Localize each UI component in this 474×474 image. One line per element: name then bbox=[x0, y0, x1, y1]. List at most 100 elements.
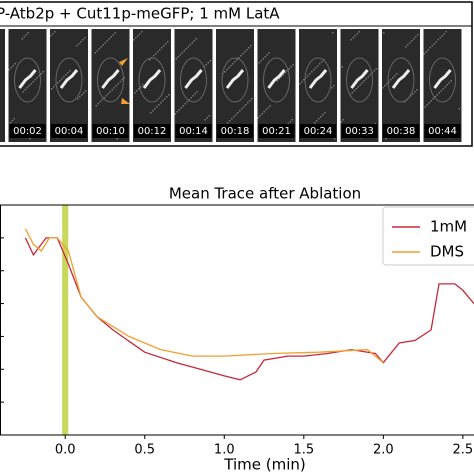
noise bbox=[445, 31, 447, 33]
noise bbox=[334, 138, 336, 140]
noise bbox=[311, 71, 313, 73]
noise bbox=[136, 90, 138, 92]
noise bbox=[375, 68, 377, 70]
noise bbox=[103, 97, 105, 99]
noise bbox=[34, 79, 36, 81]
noise bbox=[59, 80, 61, 82]
noise bbox=[382, 87, 384, 89]
noise bbox=[196, 91, 198, 93]
noise bbox=[102, 44, 104, 46]
noise bbox=[230, 65, 232, 67]
noise bbox=[112, 34, 114, 36]
noise bbox=[309, 73, 311, 75]
noise bbox=[23, 36, 25, 38]
noise bbox=[28, 85, 30, 87]
noise bbox=[251, 98, 253, 100]
noise bbox=[431, 45, 433, 47]
noise bbox=[79, 96, 81, 98]
noise bbox=[429, 47, 431, 49]
noise bbox=[162, 100, 164, 102]
noise bbox=[265, 109, 267, 111]
noise bbox=[159, 49, 161, 51]
noise bbox=[321, 61, 323, 63]
noise bbox=[331, 87, 333, 89]
noise bbox=[363, 80, 365, 82]
noise bbox=[36, 77, 38, 79]
plot: 1.251.000.750.50.250.00-0.25-0.50.00.51.… bbox=[0, 204, 474, 458]
noise bbox=[439, 37, 441, 39]
noise bbox=[417, 34, 419, 36]
noise bbox=[358, 31, 360, 33]
noise bbox=[193, 40, 195, 42]
noise bbox=[14, 63, 16, 65]
noise bbox=[179, 54, 181, 56]
ablation-band bbox=[62, 205, 69, 435]
noise bbox=[166, 96, 168, 98]
noise bbox=[98, 48, 100, 50]
cell bbox=[14, 57, 41, 103]
noise bbox=[244, 51, 246, 53]
noise bbox=[324, 112, 326, 114]
label-bg bbox=[341, 124, 378, 138]
noise bbox=[78, 43, 80, 45]
noise bbox=[259, 115, 261, 117]
noise bbox=[342, 119, 344, 121]
label-bg bbox=[424, 124, 461, 138]
spindle bbox=[391, 69, 411, 89]
noise bbox=[446, 84, 448, 86]
noise bbox=[82, 39, 84, 41]
x-tick-label: 2.5 bbox=[453, 443, 474, 458]
x-tick-label: 0.0 bbox=[55, 443, 76, 458]
time-label: 00:04 bbox=[55, 126, 84, 137]
noise bbox=[207, 62, 209, 64]
noise bbox=[54, 31, 56, 33]
noise bbox=[443, 33, 445, 35]
cell bbox=[55, 57, 83, 103]
legend-box bbox=[382, 206, 474, 266]
time-label: 00:12 bbox=[138, 126, 167, 137]
noise bbox=[152, 110, 154, 112]
x-tick-label: 2.0 bbox=[373, 443, 394, 458]
legend-label: DMS bbox=[430, 243, 464, 261]
noise bbox=[182, 105, 184, 107]
noise bbox=[149, 59, 151, 61]
noise bbox=[278, 78, 280, 80]
cell bbox=[387, 57, 415, 103]
noise bbox=[440, 90, 442, 92]
noise bbox=[284, 72, 286, 74]
axes-frame bbox=[0, 204, 474, 436]
noise bbox=[352, 37, 354, 39]
noise bbox=[268, 52, 270, 54]
noise bbox=[313, 69, 315, 71]
legend-label: 1mM bbox=[430, 218, 467, 236]
noise bbox=[260, 60, 262, 62]
noise bbox=[241, 108, 243, 110]
noise bbox=[436, 94, 438, 96]
noise bbox=[249, 100, 251, 102]
noise bbox=[383, 32, 385, 34]
noise bbox=[192, 95, 194, 97]
noise bbox=[100, 46, 102, 48]
noise bbox=[319, 63, 321, 65]
noise bbox=[428, 102, 430, 104]
noise bbox=[316, 120, 318, 122]
noise bbox=[318, 118, 320, 120]
noise bbox=[290, 66, 292, 68]
noise bbox=[181, 52, 183, 54]
noise bbox=[94, 52, 96, 54]
label-bg bbox=[258, 124, 295, 138]
spindle bbox=[308, 69, 328, 89]
noise bbox=[111, 89, 113, 91]
noise bbox=[188, 99, 190, 101]
noise bbox=[106, 40, 108, 42]
noise bbox=[63, 76, 65, 78]
noise bbox=[195, 38, 197, 40]
chart-title: Mean Trace after Ablation bbox=[169, 185, 361, 203]
noise bbox=[441, 35, 443, 37]
noise bbox=[160, 102, 162, 104]
noise bbox=[191, 42, 193, 44]
noise bbox=[229, 120, 231, 122]
noise bbox=[165, 43, 167, 45]
noise bbox=[155, 53, 157, 55]
label-bg bbox=[92, 124, 129, 138]
